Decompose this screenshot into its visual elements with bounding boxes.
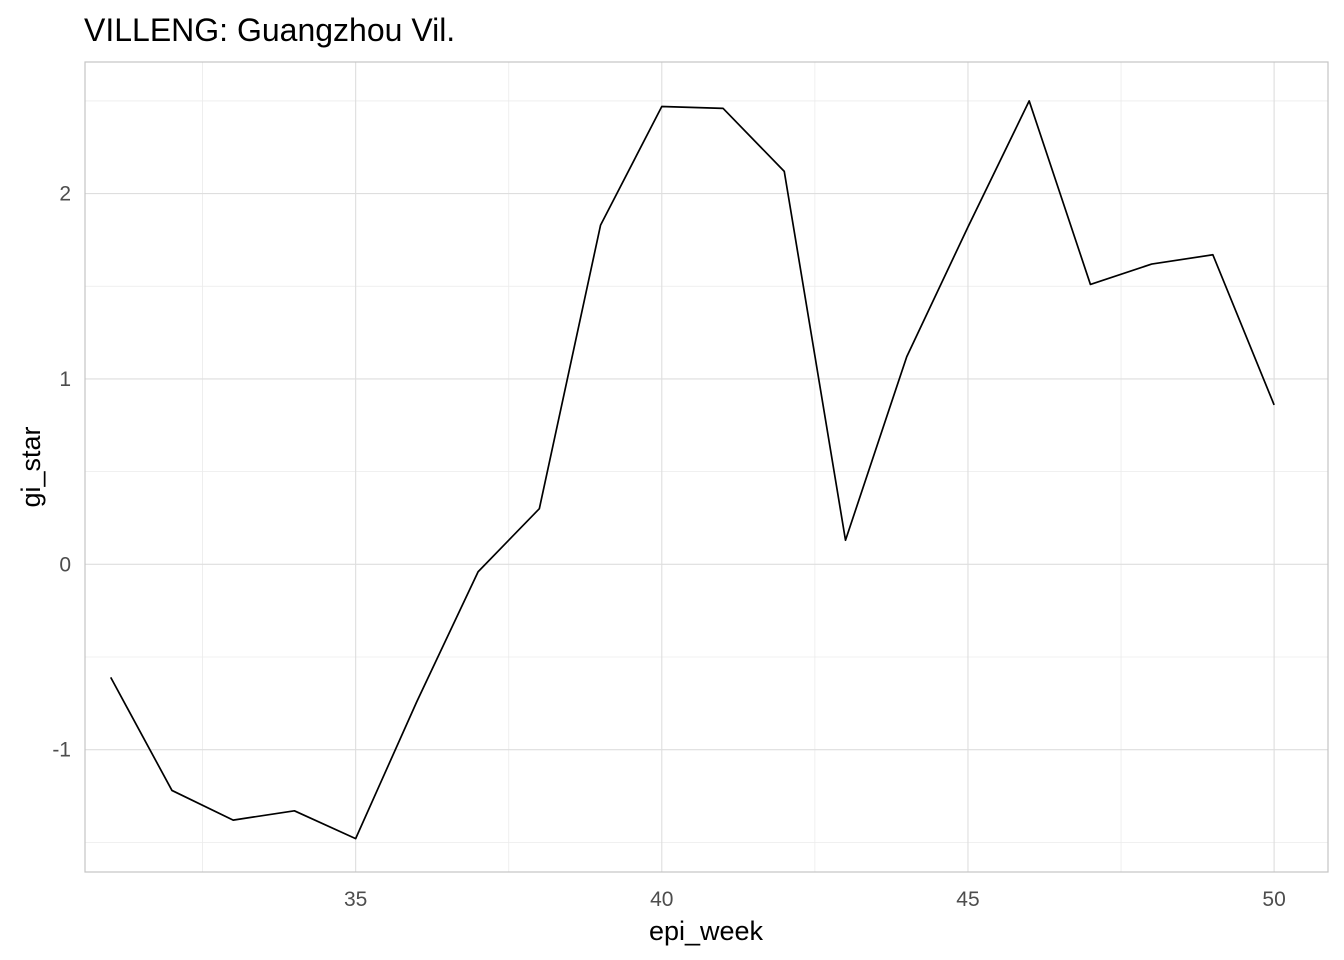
x-axis-title: epi_week: [649, 916, 764, 946]
y-axis-ticks: -1 0 1 2: [52, 183, 71, 762]
grid: [85, 62, 1328, 872]
x-tick-label: 45: [956, 888, 979, 911]
y-tick-label: 0: [59, 553, 71, 576]
y-tick-label: 1: [59, 368, 71, 391]
series-group: [109, 100, 1275, 840]
chart-title: VILLENG: Guangzhou Vil.: [84, 12, 455, 48]
plot-panel-border: [84, 61, 1329, 873]
series-line: [109, 100, 1275, 840]
y-tick-label: -1: [52, 739, 71, 762]
x-tick-label: 40: [650, 888, 673, 911]
x-tick-label: 35: [344, 888, 367, 911]
x-tick-label: 50: [1262, 888, 1285, 911]
y-tick-label: 2: [59, 183, 71, 206]
y-axis-title: gi_star: [16, 426, 46, 507]
x-axis-ticks: 35 40 45 50: [344, 888, 1286, 911]
